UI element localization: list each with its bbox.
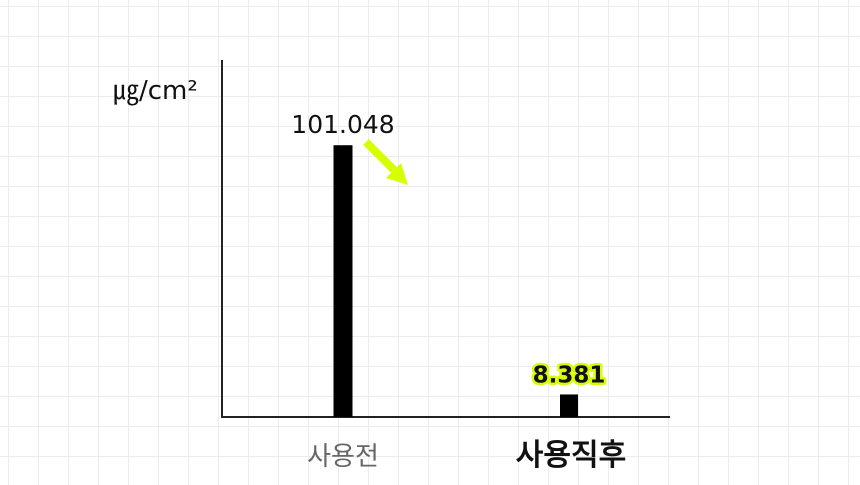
bar-right-after-use [560, 394, 578, 417]
y-axis-unit-label: ㎍/cm² [113, 76, 198, 106]
decrease-arrow-icon [363, 139, 408, 185]
category-label-before-use: 사용전 [307, 442, 379, 472]
value-label-before-use: 101.048 [291, 110, 394, 139]
value-label-right-after-use: 8.381 [533, 362, 606, 388]
bar-before-use [333, 145, 353, 417]
category-label-right-after-use: 사용직후 [516, 438, 626, 473]
